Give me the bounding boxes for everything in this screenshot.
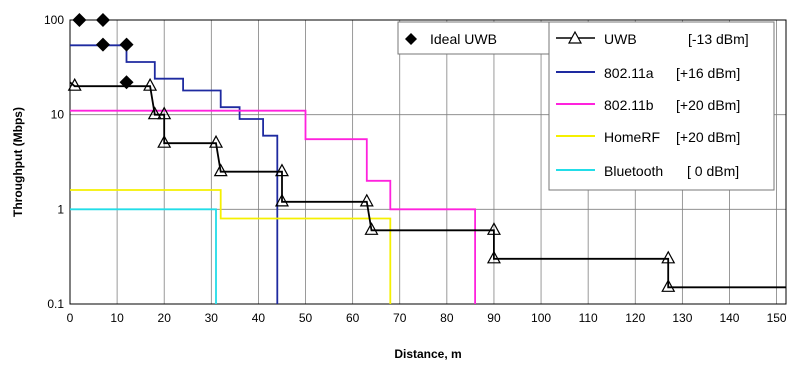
x-tick-label: 50 (299, 311, 313, 325)
x-tick-label: 150 (767, 311, 787, 325)
legend-uwb-name: UWB (604, 31, 637, 47)
x-tick-label: 40 (252, 311, 266, 325)
diamond-marker-icon (405, 33, 417, 45)
legend-ideal-box (397, 21, 551, 55)
data-point-uwb (67, 77, 82, 91)
x-axis-title: Distance, m (394, 347, 461, 361)
x-tick-label: 100 (531, 311, 551, 325)
legend-ideal-uwb: Ideal UWB (397, 21, 551, 55)
x-tick-label: 70 (393, 311, 407, 325)
data-point-ideal-uwb (95, 13, 110, 27)
legend-ideal-label: Ideal UWB (430, 31, 497, 47)
y-axis-tick-labels: 0.1 1 10 100 (44, 13, 64, 311)
legend-80211b-name: 802.11b (604, 97, 654, 113)
legend-uwb-level: [-13 dBm] (688, 31, 749, 47)
legend-bluetooth-level: [ 0 dBm] (687, 163, 739, 179)
series-layer (67, 13, 786, 304)
x-tick-label: 130 (672, 311, 692, 325)
y-tick-label: 1 (57, 202, 64, 216)
data-point-uwb (486, 250, 501, 264)
data-point-uwb (486, 222, 501, 235)
series-line-bluetooth (70, 208, 217, 304)
data-point-ideal-uwb (95, 37, 110, 52)
data-point-uwb (661, 250, 676, 264)
series-line-homerf (70, 189, 392, 304)
data-point-uwb (213, 163, 228, 177)
x-tick-label: 30 (205, 311, 219, 325)
x-tick-label: 20 (158, 311, 172, 325)
y-tick-label: 10 (51, 108, 65, 122)
x-axis-tick-labels: 0 10 20 30 40 50 60 70 80 90 100 110 120 130 140 150 (67, 311, 787, 325)
data-point-uwb (274, 163, 289, 177)
series-line-uwb (69, 81, 786, 289)
data-point-uwb (147, 106, 162, 120)
data-point-uwb (364, 222, 379, 235)
series-line-802-11b (70, 109, 476, 304)
data-point-uwb (274, 193, 289, 207)
x-tick-label: 80 (440, 311, 454, 325)
legend-80211a-name: 802.11a (604, 65, 654, 81)
data-point-uwb (209, 134, 224, 148)
x-tick-label: 0 (67, 311, 74, 325)
plot-area-frame (69, 19, 787, 305)
x-tick-label: 110 (579, 311, 598, 325)
data-point-ideal-uwb (119, 75, 134, 90)
x-tick-label: 90 (487, 311, 501, 325)
data-point-uwb (157, 134, 172, 148)
legend-main-box (548, 21, 775, 191)
x-tick-label: 10 (110, 311, 124, 325)
data-point-ideal-uwb (119, 37, 134, 52)
legend-80211b-level: [+20 dBm] (676, 97, 740, 113)
data-point-uwb (157, 106, 172, 120)
y-tick-label: 100 (44, 13, 64, 27)
y-tick-label: 0.1 (47, 297, 64, 311)
legend-bluetooth-name: Bluetooth (604, 163, 663, 179)
y-axis-title: Throughput (Mbps) (11, 107, 25, 217)
legend-homerf-level: [+20 dBm] (676, 129, 740, 145)
x-tick-label: 140 (719, 311, 739, 325)
x-tick-label: 60 (346, 311, 360, 325)
series-line-802-11a (70, 44, 279, 304)
data-point-uwb (143, 77, 158, 91)
data-point-uwb (359, 193, 374, 207)
data-point-ideal-uwb (72, 13, 87, 27)
data-point-uwb (661, 279, 676, 292)
legend-80211a-level: [+16 dBm] (676, 65, 740, 81)
x-tick-label: 120 (625, 311, 645, 325)
triangle-marker-icon (567, 30, 583, 44)
legend-main: UWB [-13 dBm] 802.11a [+16 dBm] 802.11b … (548, 21, 775, 191)
legend-homerf-name: HomeRF (604, 129, 660, 145)
